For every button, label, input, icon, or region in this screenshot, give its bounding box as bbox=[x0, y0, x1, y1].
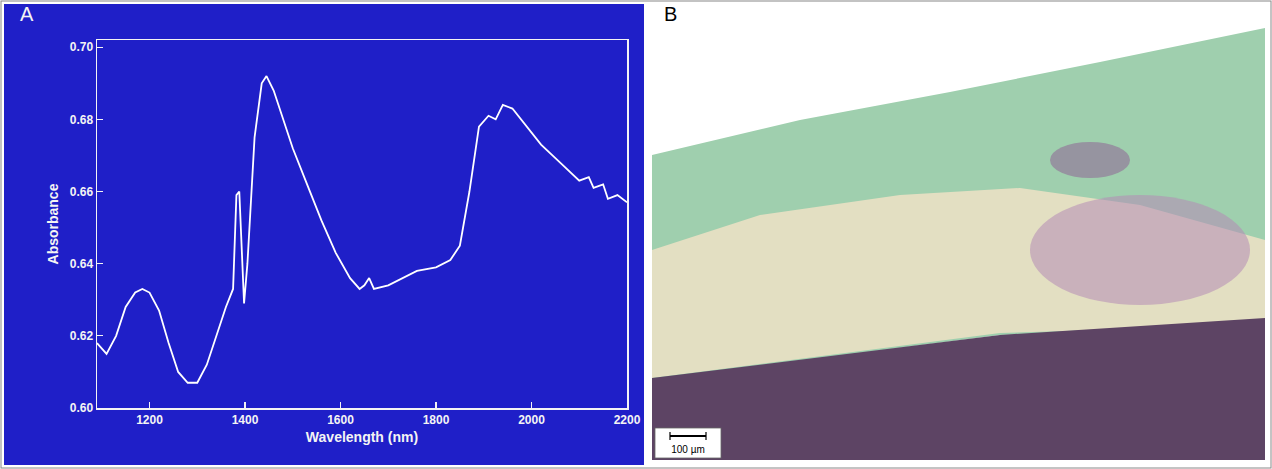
svg-text:0.70: 0.70 bbox=[70, 40, 94, 54]
svg-text:0.62: 0.62 bbox=[70, 329, 94, 343]
svg-text:0.64: 0.64 bbox=[70, 257, 94, 271]
svg-text:1400: 1400 bbox=[232, 413, 259, 427]
svg-text:1600: 1600 bbox=[327, 413, 354, 427]
svg-text:A: A bbox=[20, 4, 34, 25]
svg-text:B: B bbox=[664, 3, 677, 25]
svg-text:0.66: 0.66 bbox=[70, 185, 94, 199]
svg-text:2000: 2000 bbox=[518, 413, 545, 427]
svg-text:2200: 2200 bbox=[614, 413, 641, 427]
svg-text:1800: 1800 bbox=[423, 413, 450, 427]
svg-text:1200: 1200 bbox=[136, 413, 163, 427]
svg-text:Absorbance: Absorbance bbox=[45, 183, 61, 264]
svg-text:0.68: 0.68 bbox=[70, 113, 94, 127]
svg-text:Wavelength (nm): Wavelength (nm) bbox=[306, 429, 418, 445]
svg-text:100 µm: 100 µm bbox=[671, 444, 705, 455]
svg-text:0.60: 0.60 bbox=[70, 401, 94, 415]
